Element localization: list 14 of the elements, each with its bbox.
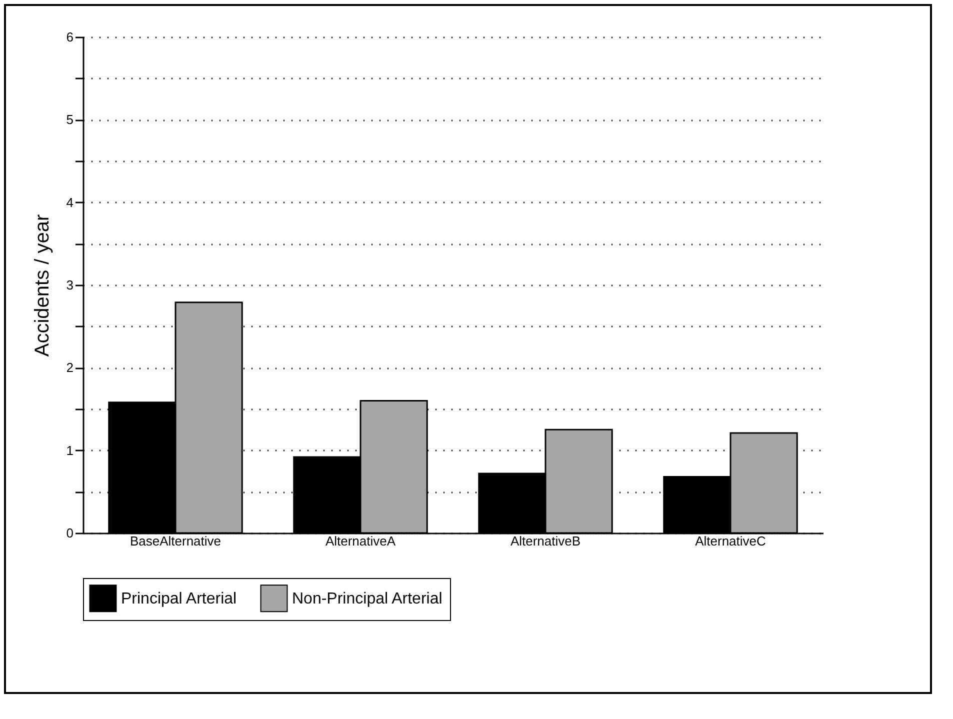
- y-tick-label: 1: [66, 442, 74, 458]
- x-tick-label: AlternativeC: [695, 534, 766, 548]
- legend-label: Principal Arterial: [121, 590, 237, 608]
- y-tick-label: 4: [66, 194, 74, 210]
- legend-label: Non-Principal Arterial: [292, 590, 442, 608]
- x-tick-label: AlternativeA: [325, 534, 396, 548]
- y-tick-label: 3: [66, 278, 74, 292]
- y-axis-title: Accidents / year: [31, 214, 54, 357]
- y-tick-label: 2: [66, 360, 74, 376]
- x-tick-label: AlternativeB: [510, 534, 581, 548]
- y-tick-label: 5: [66, 112, 74, 128]
- y-tick-label: 6: [66, 30, 74, 44]
- x-tick-label: BaseAlternative: [130, 534, 222, 548]
- y-tick-label: 0: [66, 526, 74, 540]
